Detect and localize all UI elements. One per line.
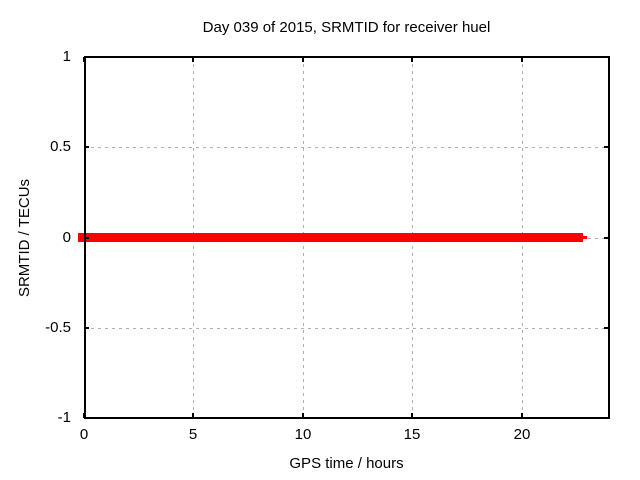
x-tick-bottom xyxy=(83,413,85,418)
series-line xyxy=(583,236,587,239)
y-tick-label: -1 xyxy=(57,409,71,426)
x-tick-bottom xyxy=(302,413,304,418)
chart-title: Day 039 of 2015, SRMTID for receiver hue… xyxy=(202,19,491,36)
x-tick-label: 10 xyxy=(294,426,312,443)
y-tick-label: 0.5 xyxy=(50,138,71,155)
x-tick-label: 15 xyxy=(403,426,421,443)
y-tick-right xyxy=(604,237,609,239)
y-tick-label: 0 xyxy=(62,229,71,246)
x-axis-label: GPS time / hours xyxy=(289,455,404,472)
x-tick-top xyxy=(521,57,523,62)
x-tick-bottom xyxy=(521,413,523,418)
y-tick-right xyxy=(604,56,609,58)
y-tick-right xyxy=(604,327,609,329)
y-tick-left xyxy=(84,417,89,419)
y-tick-label: 1 xyxy=(62,48,71,65)
series-line xyxy=(78,233,583,242)
x-tick-top xyxy=(302,57,304,62)
y-tick-left xyxy=(84,146,89,148)
x-tick-top xyxy=(83,57,85,62)
x-tick-top xyxy=(411,57,413,62)
x-tick-bottom xyxy=(192,413,194,418)
y-gridline xyxy=(84,147,609,148)
y-tick-right xyxy=(604,146,609,148)
y-tick-label: -0.5 xyxy=(45,319,71,336)
y-tick-left xyxy=(84,237,89,239)
x-tick-label: 20 xyxy=(513,426,531,443)
x-tick-top xyxy=(192,57,194,62)
x-tick-bottom xyxy=(411,413,413,418)
x-tick-label: 5 xyxy=(188,426,198,443)
y-tick-left xyxy=(84,327,89,329)
y-tick-right xyxy=(604,417,609,419)
y-gridline xyxy=(84,328,609,329)
x-tick-label: 0 xyxy=(79,426,89,443)
y-tick-left xyxy=(84,56,89,58)
